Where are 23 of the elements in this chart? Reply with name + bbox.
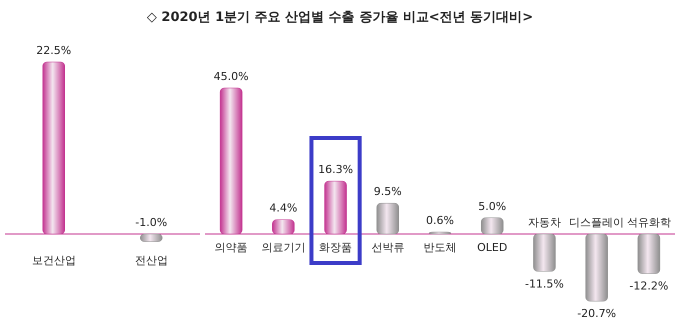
data-label: -12.2% (629, 280, 668, 293)
x-tick-label: 선박류 (371, 241, 404, 254)
data-label: 16.3% (318, 163, 354, 176)
data-label: 22.5% (36, 44, 72, 57)
data-label: -20.7% (577, 307, 616, 320)
data-label: -11.5% (524, 277, 564, 290)
data-label: 5.0% (478, 200, 506, 213)
x-tick-label: 보건산업 (32, 254, 76, 267)
x-tick-label: 의료기기 (261, 241, 306, 254)
x-tick-label: 의약품 (214, 241, 248, 254)
data-label: 9.5% (374, 185, 402, 198)
x-tick-label: 화장품 (319, 241, 352, 254)
text: ◇ 2020년 1분기 주요 산업별 수출 증가율 비교<전년 동기대비> (146, 10, 534, 25)
x-tick-label: 석유화학 (626, 216, 671, 229)
x-tick-label: 전산업 (134, 254, 168, 267)
data-label: 4.4% (269, 202, 298, 215)
x-tick-label: 디스플레이 (569, 216, 624, 229)
x-tick-label: OLED (477, 241, 508, 254)
data-label: 0.6% (426, 214, 454, 228)
data-label: 45.0% (214, 70, 249, 83)
data-label: -1.0% (135, 216, 168, 229)
x-tick-label: 반도체 (424, 241, 456, 254)
x-tick-label: 자동차 (528, 216, 561, 229)
